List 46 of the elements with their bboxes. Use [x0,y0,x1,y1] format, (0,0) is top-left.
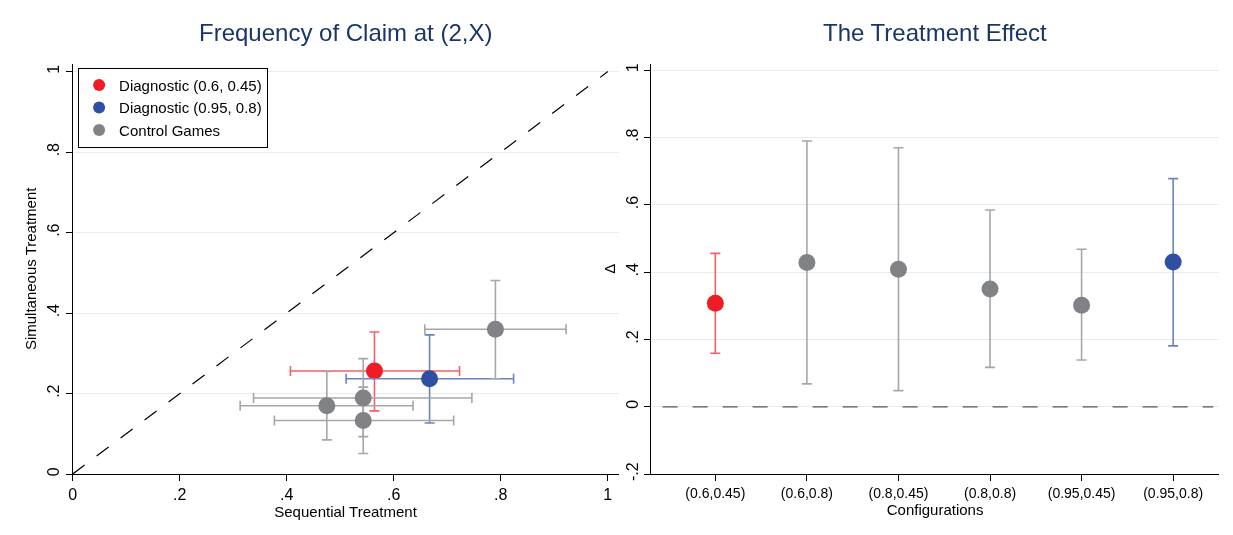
x-axis-title: Configurations [886,500,984,518]
y-axis-title: Simultaneous Treatment [22,186,40,351]
y-tick-label: .4 [45,303,63,318]
point [354,412,372,430]
point [1164,253,1182,271]
x-tick-label: (0.8,0.8) [963,484,1017,501]
point [421,370,439,388]
legend-label: Control Games [119,121,220,139]
x-tick-label: (0.6,0.8) [780,484,833,501]
point [798,253,816,271]
x-tick-label: (0.8,0.45) [868,484,929,501]
x-tick-label: .6 [387,486,401,504]
y-tick-label: 1 [623,63,641,73]
point [1073,296,1091,314]
x-tick-label: (0.95,0.45) [1047,484,1116,501]
x-tick-label: (0.95,0.8) [1143,484,1204,501]
point [318,397,336,415]
chart-title: The Treatment Effect [823,19,1047,46]
point [365,362,383,380]
x-tick-label: .8 [494,486,508,504]
x-tick-label: .2 [173,486,187,504]
y-tick-label: .4 [623,263,641,277]
point [486,320,504,338]
chart-title: Frequency of Claim at (2,X) [199,19,493,46]
y-tick-label: -.2 [623,462,641,482]
x-tick-label: (0.6,0.45) [685,484,746,501]
y-axis-title: Δ [601,263,619,274]
point [889,260,907,278]
y-tick-label: .8 [623,128,641,142]
y-tick-label: 0 [45,467,63,477]
y-tick-label: 0 [623,399,641,409]
x-tick-label: 0 [68,486,78,504]
point [706,294,724,312]
legend-label: Diagnostic (0.6, 0.45) [119,76,262,94]
y-tick-label: 1 [45,64,63,74]
y-tick-label: .2 [45,384,63,398]
y-tick-label: .8 [45,142,63,157]
point [354,389,372,407]
y-tick-label: .6 [45,223,63,237]
x-axis-title: Sequential Treatment [274,503,418,521]
x-tick-label: .4 [280,486,294,504]
point [981,280,999,298]
y-tick-label: .2 [623,330,641,344]
x-tick-label: 1 [603,486,613,504]
legend-label: Diagnostic (0.95, 0.8) [119,99,262,117]
y-tick-label: .6 [623,195,641,210]
